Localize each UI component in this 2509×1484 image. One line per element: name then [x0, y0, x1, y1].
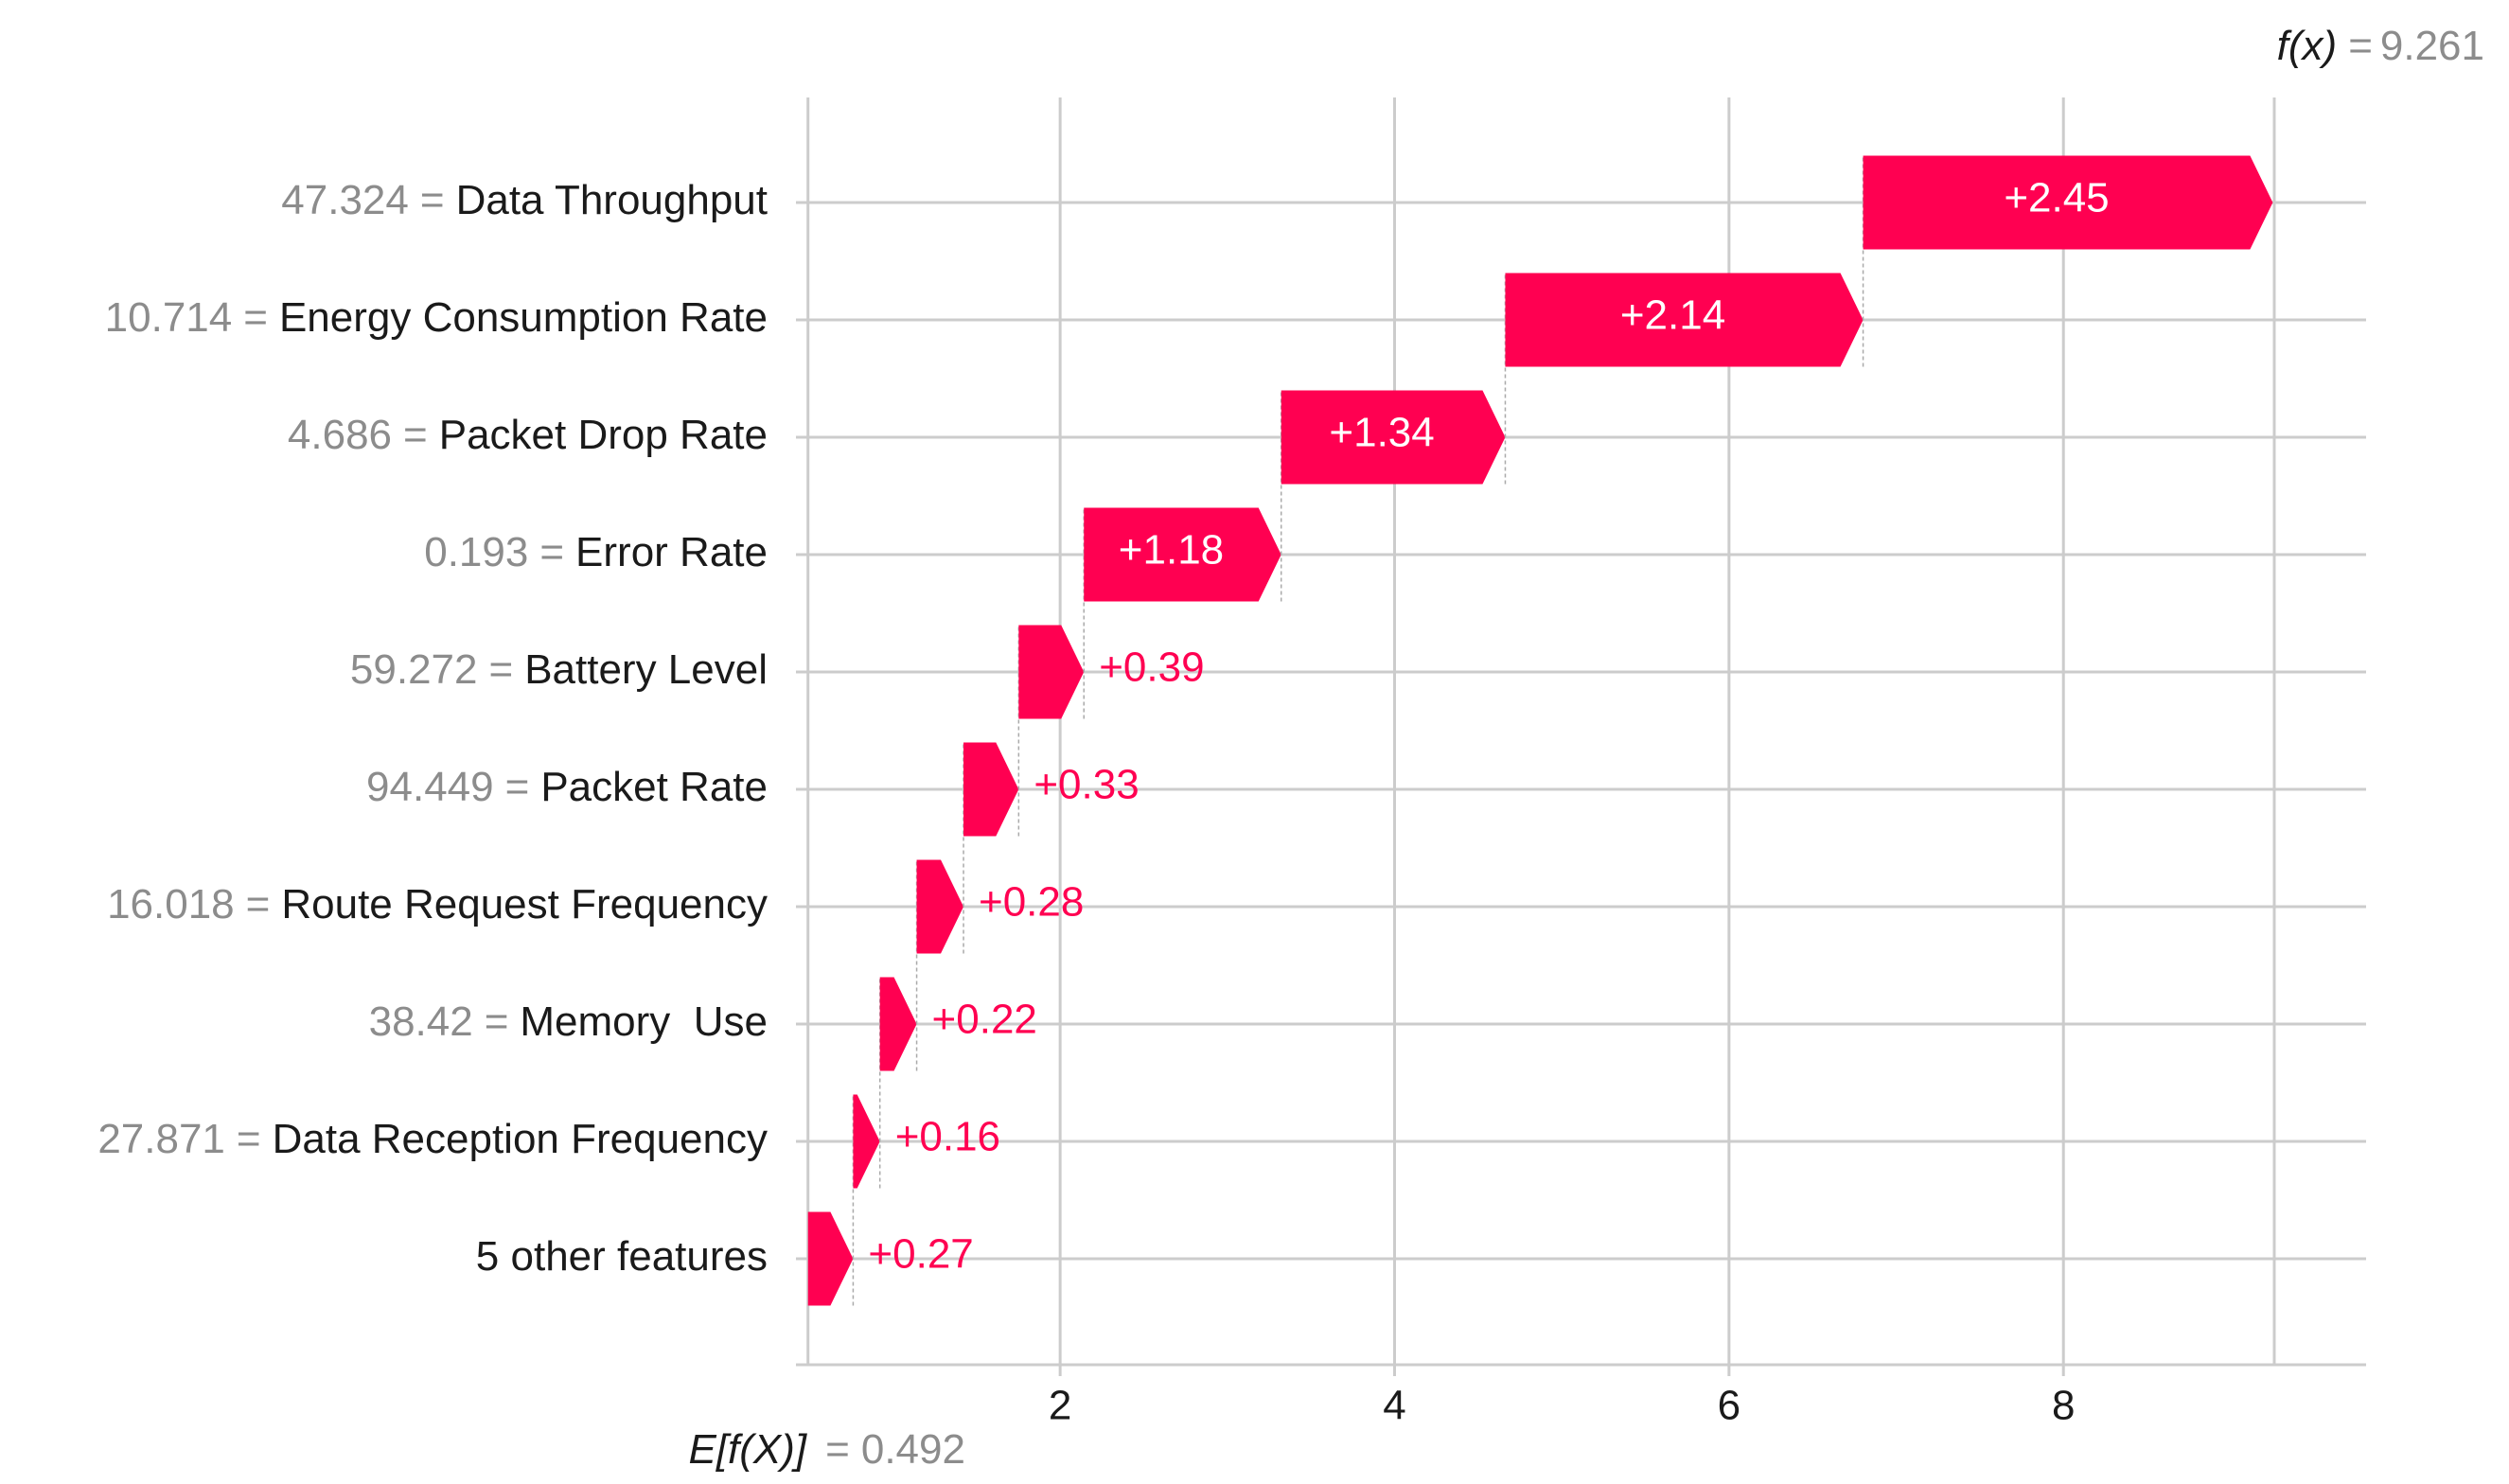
x-tick-label: 2 — [1049, 1383, 1071, 1429]
bar — [1505, 273, 1864, 367]
separator: = — [403, 412, 428, 458]
row-label: 38.42 = Memory Use — [369, 998, 768, 1045]
bar — [963, 742, 1019, 837]
separator: = — [246, 881, 271, 928]
bar — [1018, 625, 1085, 719]
base-label: E[f(X)] — [688, 1426, 807, 1473]
separator: = — [243, 294, 268, 341]
value-label: +0.28 — [979, 879, 1084, 926]
feature-value: 47.324 — [281, 177, 409, 223]
feature-value: 0.193 — [424, 529, 528, 575]
feature-name: Memory Use — [520, 998, 768, 1045]
feature-value: 4.686 — [288, 412, 392, 458]
feature-name: Packet Drop Rate — [439, 412, 768, 458]
x-tick-label: 8 — [2052, 1383, 2075, 1429]
feature-name: Battery Level — [524, 646, 768, 693]
feature-value: 27.871 — [97, 1116, 225, 1162]
x-tick-label: 4 — [1383, 1383, 1405, 1429]
row-label: 27.871 = Data Reception Frequency — [97, 1116, 768, 1162]
bar — [1281, 390, 1506, 485]
base-annotation: E[f(X)] = 0.492 — [688, 1426, 964, 1473]
value-label: +0.33 — [1034, 762, 1139, 808]
value-label: +0.16 — [895, 1114, 1000, 1160]
row-label: 16.018 = Route Request Frequency — [107, 881, 768, 928]
feature-value: 38.42 — [369, 998, 473, 1045]
bar — [853, 1094, 880, 1189]
feature-name: Energy Consumption Rate — [279, 294, 768, 341]
output-separator: = — [2348, 23, 2373, 69]
output-annotation: f(x) = 9.261 — [2277, 23, 2484, 69]
value-label: +0.22 — [932, 997, 1037, 1043]
separator: = — [485, 998, 509, 1045]
value-label: +2.45 — [2004, 175, 2109, 221]
row-label: 47.324 = Data Throughput — [281, 177, 768, 223]
separator: = — [488, 646, 513, 693]
feature-name: 5 other features — [476, 1233, 768, 1280]
separator: = — [505, 764, 530, 810]
bar — [879, 977, 917, 1071]
value-label: +2.14 — [1620, 292, 1725, 339]
feature-value: 10.714 — [105, 294, 233, 341]
bar — [807, 1211, 854, 1306]
row-label: 0.193 = Error Rate — [424, 529, 768, 575]
value-label: +0.27 — [868, 1231, 973, 1278]
output-value: 9.261 — [2380, 23, 2484, 69]
base-separator: = — [825, 1426, 850, 1473]
row-label: 10.714 = Energy Consumption Rate — [105, 294, 768, 341]
feature-name: Packet Rate — [540, 764, 768, 810]
feature-value: 16.018 — [107, 881, 235, 928]
row-label: 5 other features — [476, 1233, 768, 1280]
bar — [1863, 155, 2273, 250]
row-label: 4.686 = Packet Drop Rate — [288, 412, 768, 458]
x-tick-label: 6 — [1718, 1383, 1740, 1429]
value-label: +1.34 — [1329, 410, 1434, 456]
base-value: 0.492 — [861, 1426, 965, 1473]
feature-name: Error Rate — [575, 529, 768, 575]
feature-value: 59.272 — [350, 646, 478, 693]
separator: = — [539, 529, 564, 575]
feature-value: 94.449 — [366, 764, 494, 810]
row-label: 94.449 = Packet Rate — [366, 764, 768, 810]
feature-name: Data Throughput — [456, 177, 768, 223]
separator: = — [420, 177, 445, 223]
bar — [1084, 507, 1281, 602]
row-label: 59.272 = Battery Level — [350, 646, 768, 693]
feature-name: Data Reception Frequency — [273, 1116, 768, 1162]
output-label: f(x) — [2277, 23, 2338, 69]
bar — [916, 859, 964, 954]
separator: = — [237, 1116, 261, 1162]
feature-name: Route Request Frequency — [281, 881, 768, 928]
value-label: +0.39 — [1099, 645, 1204, 691]
value-label: +1.18 — [1119, 527, 1224, 574]
